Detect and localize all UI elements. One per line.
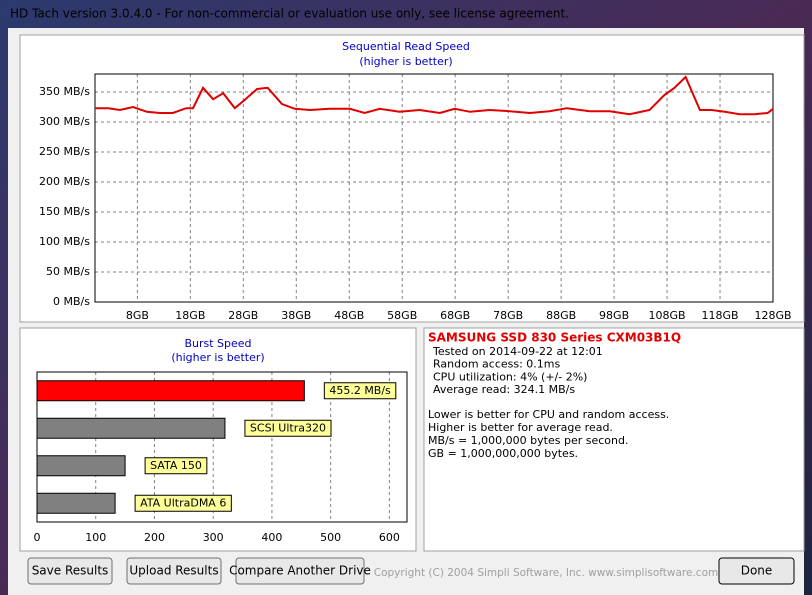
chart-title: Burst Speed bbox=[184, 337, 251, 350]
category-label: SCSI Ultra320 bbox=[250, 421, 326, 434]
copyright: Copyright (C) 2004 Simpli Software, Inc.… bbox=[374, 567, 718, 579]
x-tick-label: 600 bbox=[379, 531, 400, 544]
x-tick-label: 300 bbox=[203, 531, 224, 544]
x-tick-label: 28GB bbox=[228, 309, 258, 322]
x-tick-label: 18GB bbox=[175, 309, 205, 322]
x-tick-label: 8GB bbox=[126, 309, 149, 322]
drive-detail: CPU utilization: 4% (+/- 2%) bbox=[433, 370, 587, 383]
bar-label-box bbox=[144, 457, 208, 475]
y-tick-label: 350 MB/s bbox=[39, 85, 90, 98]
button[interactable] bbox=[718, 557, 795, 585]
info-panel bbox=[423, 327, 805, 552]
button-label[interactable]: Upload Results bbox=[129, 564, 218, 578]
x-tick-label: 108GB bbox=[649, 309, 686, 322]
bar bbox=[36, 492, 116, 514]
read-line bbox=[95, 75, 774, 116]
button-label[interactable]: Done bbox=[741, 564, 773, 578]
bar-label-box bbox=[244, 419, 332, 437]
drive-note: GB = 1,000,000,000 bytes. bbox=[428, 447, 578, 460]
x-tick-label: 48GB bbox=[334, 309, 364, 322]
chart-subtitle: (higher is better) bbox=[171, 351, 264, 364]
plot-border bbox=[36, 371, 408, 523]
x-tick-label: 118GB bbox=[701, 309, 738, 322]
x-tick-label: 58GB bbox=[387, 309, 417, 322]
y-tick-label: 0 MB/s bbox=[53, 295, 90, 308]
bar-label-box bbox=[134, 494, 232, 512]
bar-label-box bbox=[323, 382, 397, 400]
x-tick-label: 500 bbox=[320, 531, 341, 544]
window-title: HD Tach version 3.0.4.0 - For non-commer… bbox=[10, 7, 569, 21]
x-tick-label: 100 bbox=[85, 531, 106, 544]
read-panel bbox=[19, 34, 805, 323]
category-label: ATA UltraDMA 6 bbox=[140, 496, 226, 509]
y-tick-label: 150 MB/s bbox=[39, 205, 90, 218]
x-tick-label: 88GB bbox=[546, 309, 576, 322]
x-tick-label: 128GB bbox=[754, 309, 791, 322]
drive-detail: Random access: 0.1ms bbox=[433, 358, 561, 371]
x-tick-label: 0 bbox=[34, 531, 41, 544]
drive-note: Higher is better for average read. bbox=[428, 421, 613, 434]
chart-title: Sequential Read Speed bbox=[342, 40, 470, 53]
x-tick-label: 400 bbox=[261, 531, 282, 544]
button-label[interactable]: Compare Another Drive bbox=[229, 564, 371, 578]
button[interactable] bbox=[235, 557, 365, 585]
bar bbox=[36, 417, 226, 439]
button[interactable] bbox=[126, 557, 222, 585]
bar bbox=[36, 380, 305, 402]
drive-detail: Average read: 324.1 MB/s bbox=[433, 383, 575, 396]
x-tick-label: 38GB bbox=[281, 309, 311, 322]
button-label[interactable]: Save Results bbox=[32, 564, 109, 578]
button[interactable] bbox=[27, 557, 113, 585]
value-label: 455.2 MB/s bbox=[329, 384, 391, 397]
x-tick-label: 68GB bbox=[440, 309, 470, 322]
drive-name: SAMSUNG SSD 830 Series CXM03B1Q bbox=[428, 331, 681, 345]
chart-subtitle: (higher is better) bbox=[359, 55, 452, 68]
bar bbox=[36, 455, 126, 477]
drive-note: Lower is better for CPU and random acces… bbox=[428, 408, 669, 421]
y-tick-label: 250 MB/s bbox=[39, 145, 90, 158]
x-tick-label: 98GB bbox=[599, 309, 629, 322]
category-label: SATA 150 bbox=[150, 459, 202, 472]
burst-panel bbox=[19, 327, 417, 552]
x-tick-label: 200 bbox=[144, 531, 165, 544]
x-tick-label: 78GB bbox=[493, 309, 523, 322]
drive-detail: Tested on 2014-09-22 at 12:01 bbox=[432, 345, 603, 358]
plot-border bbox=[94, 73, 774, 303]
y-tick-label: 100 MB/s bbox=[39, 235, 90, 248]
drive-note: MB/s = 1,000,000 bytes per second. bbox=[428, 434, 628, 447]
y-tick-label: 200 MB/s bbox=[39, 175, 90, 188]
y-tick-label: 300 MB/s bbox=[39, 115, 90, 128]
y-tick-label: 50 MB/s bbox=[46, 265, 90, 278]
